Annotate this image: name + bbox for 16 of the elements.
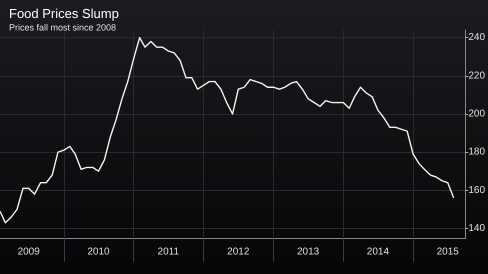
- line-series: [0, 36, 454, 224]
- y-tick-label: 180: [468, 146, 486, 158]
- x-tick-label: 2013: [296, 246, 320, 258]
- y-tick-label: 140: [468, 222, 486, 234]
- x-tick-label: 2012: [227, 246, 250, 258]
- x-tick-label: 2009: [18, 246, 40, 258]
- y-tick-label: 220: [468, 70, 486, 82]
- y-tick-label: 160: [468, 184, 486, 196]
- x-tick-label: 2010: [87, 246, 110, 258]
- y-tick-label: 240: [468, 32, 486, 44]
- y-tick-label: 200: [468, 108, 486, 120]
- x-tick-label: 2011: [158, 246, 180, 258]
- chart-subtitle: Prices fall most since 2008: [9, 22, 116, 32]
- x-tick-label: 2015: [436, 246, 460, 258]
- chart-title: Food Prices Slump: [9, 6, 119, 21]
- x-tick-label: 2014: [366, 246, 390, 258]
